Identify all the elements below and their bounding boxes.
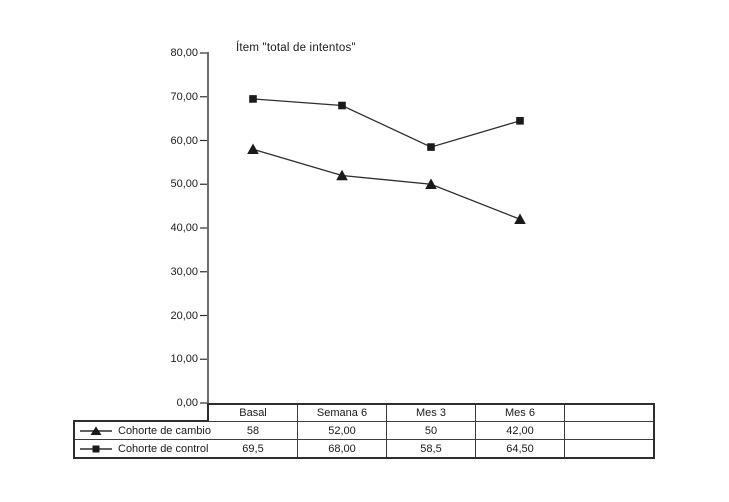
y-tick-label: 40,00	[170, 222, 198, 234]
triangle-marker	[514, 213, 526, 225]
y-tick-label: 30,00	[170, 265, 198, 278]
series-line	[252, 98, 521, 148]
legend-series-label: Cohorte de control	[118, 442, 209, 455]
triangle-marker	[247, 143, 259, 155]
legend-row: Cohorte de cambio	[75, 422, 211, 439]
y-tick-label: 10,00	[170, 353, 198, 366]
table-value-cell: 52,00	[298, 422, 386, 439]
table-value-cell: 50	[387, 422, 475, 439]
legend-series-label: Cohorte de cambio	[118, 424, 211, 437]
legend-row: Cohorte de control	[75, 440, 211, 457]
table-value-cell: 42,00	[476, 422, 564, 439]
square-marker	[338, 101, 346, 110]
y-tick-label: 80,00	[170, 47, 198, 59]
table-header-cell: Basal	[209, 405, 297, 421]
y-tick-label: 50,00	[170, 178, 198, 191]
table-header-cell: Mes 6	[476, 405, 564, 421]
triangle-marker	[336, 169, 348, 181]
table-header-cell-empty	[565, 405, 653, 421]
table-value-cell: 69,5	[209, 440, 297, 457]
y-tick-label: 0,00	[176, 397, 198, 409]
square-marker	[427, 143, 435, 151]
table-header-cell: Semana 6	[298, 405, 386, 421]
table-value-cell: 68,00	[298, 440, 386, 457]
data-table: Basal Semana 6 Mes 3 Mes 6 58 52,00 50 42,00 69,…	[207, 403, 655, 459]
table-header-cell: Mes 3	[387, 405, 475, 421]
chart-title: Ítem "total de intentos"	[236, 42, 356, 54]
square-marker	[249, 95, 257, 103]
table-value-cell-empty	[565, 422, 653, 439]
square-marker	[516, 117, 524, 125]
table-value-cell: 64,50	[476, 440, 564, 457]
triangle-legend-icon	[80, 426, 112, 435]
table-value-cell: 58,5	[387, 440, 475, 457]
legend-table: Cohorte de cambio Cohorte de control	[73, 420, 211, 459]
y-tick-label: 70,00	[170, 90, 198, 103]
y-tick-label: 60,00	[170, 134, 198, 147]
square-legend-icon	[80, 445, 112, 452]
y-tick-label: 20,00	[170, 309, 198, 322]
series-line	[252, 148, 521, 220]
table-value-cell: 58	[209, 422, 297, 439]
triangle-marker	[425, 178, 437, 190]
table-value-cell-empty	[565, 440, 653, 457]
